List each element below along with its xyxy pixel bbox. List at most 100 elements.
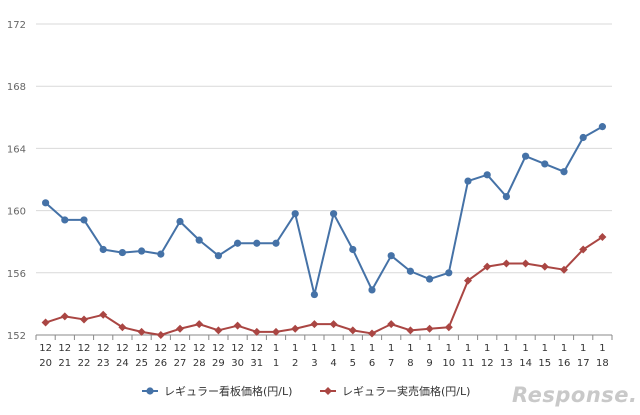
x-tick-label-month: 1 (350, 343, 356, 354)
x-tick-label-day: 3 (311, 358, 317, 369)
data-point (137, 327, 146, 336)
x-tick-label-day: 11 (462, 358, 475, 369)
data-point (176, 217, 184, 226)
y-tick-label: 164 (7, 144, 26, 155)
data-point (348, 326, 357, 335)
data-point (445, 269, 453, 277)
legend-label: レギュラー看板価格(円/L) (164, 384, 292, 398)
x-tick-label-day: 2 (292, 358, 298, 369)
x-tick-label-day: 14 (519, 358, 532, 369)
x-tick-label-month: 1 (561, 343, 567, 354)
x-tick-label-day: 1 (273, 358, 279, 369)
data-point (579, 133, 587, 142)
data-point (368, 286, 376, 294)
x-tick-label-day: 8 (407, 358, 413, 369)
x-tick-label-day: 6 (369, 358, 375, 369)
gridlines (36, 23, 612, 336)
data-point (99, 245, 107, 254)
data-point (598, 233, 607, 242)
data-point (425, 324, 434, 333)
x-tick-label-month: 1 (388, 343, 394, 354)
data-point (60, 312, 69, 321)
x-tick-label-month: 1 (465, 343, 471, 354)
data-point (118, 323, 127, 332)
x-tick-label-day: 15 (538, 358, 551, 369)
x-axis-ticks: 1220122112221223122412251226122712281229… (35, 335, 613, 369)
x-tick-label-month: 12 (97, 343, 110, 354)
x-tick-label-month: 1 (292, 343, 298, 354)
data-point (426, 275, 434, 283)
x-tick-label-month: 1 (542, 343, 548, 354)
x-tick-label-day: 9 (426, 358, 432, 369)
x-tick-label-month: 12 (174, 343, 187, 354)
data-point (156, 331, 165, 339)
data-point (329, 320, 338, 329)
data-point (253, 239, 261, 247)
x-tick-label-month: 12 (39, 343, 52, 354)
x-tick-label-day: 25 (135, 358, 148, 369)
data-point (483, 171, 491, 179)
y-tick-label: 168 (7, 82, 26, 93)
x-tick-label-month: 1 (503, 343, 509, 354)
series (41, 123, 607, 339)
data-point (80, 216, 88, 224)
data-point (310, 290, 318, 299)
x-tick-label-month: 12 (78, 343, 91, 354)
x-tick-label-day: 5 (350, 358, 356, 369)
data-point (502, 193, 510, 201)
y-tick-label: 172 (7, 20, 26, 31)
data-point (157, 250, 165, 258)
x-tick-label-day: 21 (58, 358, 71, 369)
data-point (41, 318, 50, 327)
legend-marker (324, 387, 332, 395)
legend-item-2: レギュラー実売価格(円/L) (320, 384, 470, 398)
data-point (272, 327, 280, 336)
x-tick-label-month: 1 (330, 343, 336, 354)
data-point (272, 239, 280, 247)
x-tick-label-day: 30 (231, 358, 244, 369)
data-point (291, 210, 299, 218)
x-tick-label-day: 10 (442, 358, 455, 369)
legend-item-1: レギュラー看板価格(円/L) (142, 384, 292, 398)
data-point (349, 245, 357, 254)
x-tick-label-day: 31 (250, 358, 263, 369)
response-watermark-logo: Response. (512, 383, 638, 407)
x-tick-label-month: 1 (273, 343, 279, 354)
data-point (464, 276, 472, 285)
x-tick-label-month: 1 (446, 343, 452, 354)
data-point (579, 245, 588, 254)
x-tick-label-day: 4 (330, 358, 336, 369)
data-point (99, 310, 108, 319)
data-point (560, 168, 568, 176)
legend: レギュラー看板価格(円/L) レギュラー実売価格(円/L) (142, 384, 470, 398)
x-tick-label-day: 22 (78, 358, 91, 369)
x-tick-label-day: 29 (212, 358, 225, 369)
data-point (310, 320, 319, 329)
x-tick-label-month: 12 (116, 343, 129, 354)
data-point (195, 320, 204, 329)
x-tick-label-day: 27 (174, 358, 187, 369)
data-point (368, 329, 376, 338)
data-point (214, 252, 222, 260)
x-tick-label-month: 1 (522, 343, 528, 354)
data-point (42, 199, 50, 207)
x-tick-label-month: 1 (484, 343, 490, 354)
y-tick-label: 152 (7, 331, 26, 342)
x-tick-label-day: 26 (154, 358, 167, 369)
data-point (330, 210, 338, 218)
x-tick-label-day: 18 (596, 358, 609, 369)
y-tick-label: 156 (7, 269, 26, 280)
y-tick-label: 160 (7, 207, 26, 218)
x-tick-label-day: 24 (116, 358, 129, 369)
data-point (560, 265, 568, 274)
x-tick-label-month: 12 (135, 343, 148, 354)
data-point (598, 123, 607, 131)
data-point (387, 252, 395, 260)
x-tick-label-day: 17 (577, 358, 590, 369)
x-tick-label-month: 12 (212, 343, 225, 354)
x-tick-label-day: 7 (388, 358, 394, 369)
data-point (521, 259, 530, 268)
data-point (522, 152, 530, 160)
x-tick-label-day: 13 (500, 358, 513, 369)
